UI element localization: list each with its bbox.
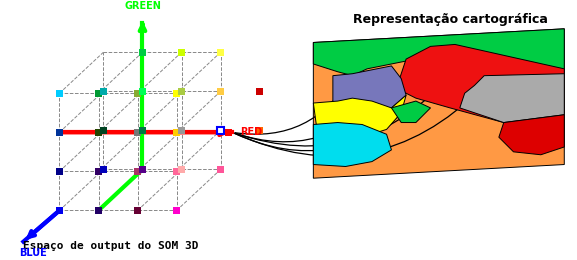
Text: Espaço de output do SOM 3D: Espaço de output do SOM 3D [23, 242, 199, 251]
Bar [217, 88, 224, 95]
Bar [178, 88, 185, 95]
Bar [217, 127, 224, 134]
Polygon shape [313, 29, 564, 76]
Bar [56, 90, 63, 97]
Text: GREEN: GREEN [124, 1, 161, 11]
Bar [100, 88, 107, 95]
Bar [173, 207, 181, 214]
Bar [134, 90, 141, 97]
Bar [139, 88, 146, 95]
Bar [178, 49, 185, 56]
Bar [139, 127, 146, 134]
Bar [173, 129, 181, 136]
Bar [95, 90, 102, 97]
Bar [173, 168, 181, 175]
Bar [256, 127, 263, 134]
Bar [95, 168, 102, 175]
Polygon shape [333, 66, 406, 115]
Polygon shape [391, 101, 430, 122]
Bar [56, 168, 63, 175]
Bar [56, 207, 63, 214]
Polygon shape [396, 44, 564, 122]
Polygon shape [460, 74, 564, 122]
Bar [100, 166, 107, 173]
Bar [256, 88, 263, 95]
Bar [139, 49, 146, 56]
Bar [173, 90, 181, 97]
Bar [100, 127, 107, 134]
Bar [95, 207, 102, 214]
Polygon shape [313, 122, 391, 166]
Bar [134, 129, 141, 136]
Bar [134, 168, 141, 175]
Text: RED: RED [240, 127, 262, 137]
Bar [217, 49, 224, 56]
Polygon shape [313, 29, 564, 178]
Bar [95, 129, 102, 136]
Bar [224, 129, 232, 136]
Bar [178, 127, 185, 134]
Polygon shape [499, 115, 564, 155]
Text: BLUE: BLUE [20, 248, 47, 257]
Text: Representação cartográfica: Representação cartográfica [353, 13, 548, 26]
Bar [217, 166, 224, 173]
Bar [56, 129, 63, 136]
Polygon shape [313, 95, 406, 137]
Bar [139, 166, 146, 173]
Bar [134, 207, 141, 214]
Bar [178, 166, 185, 173]
